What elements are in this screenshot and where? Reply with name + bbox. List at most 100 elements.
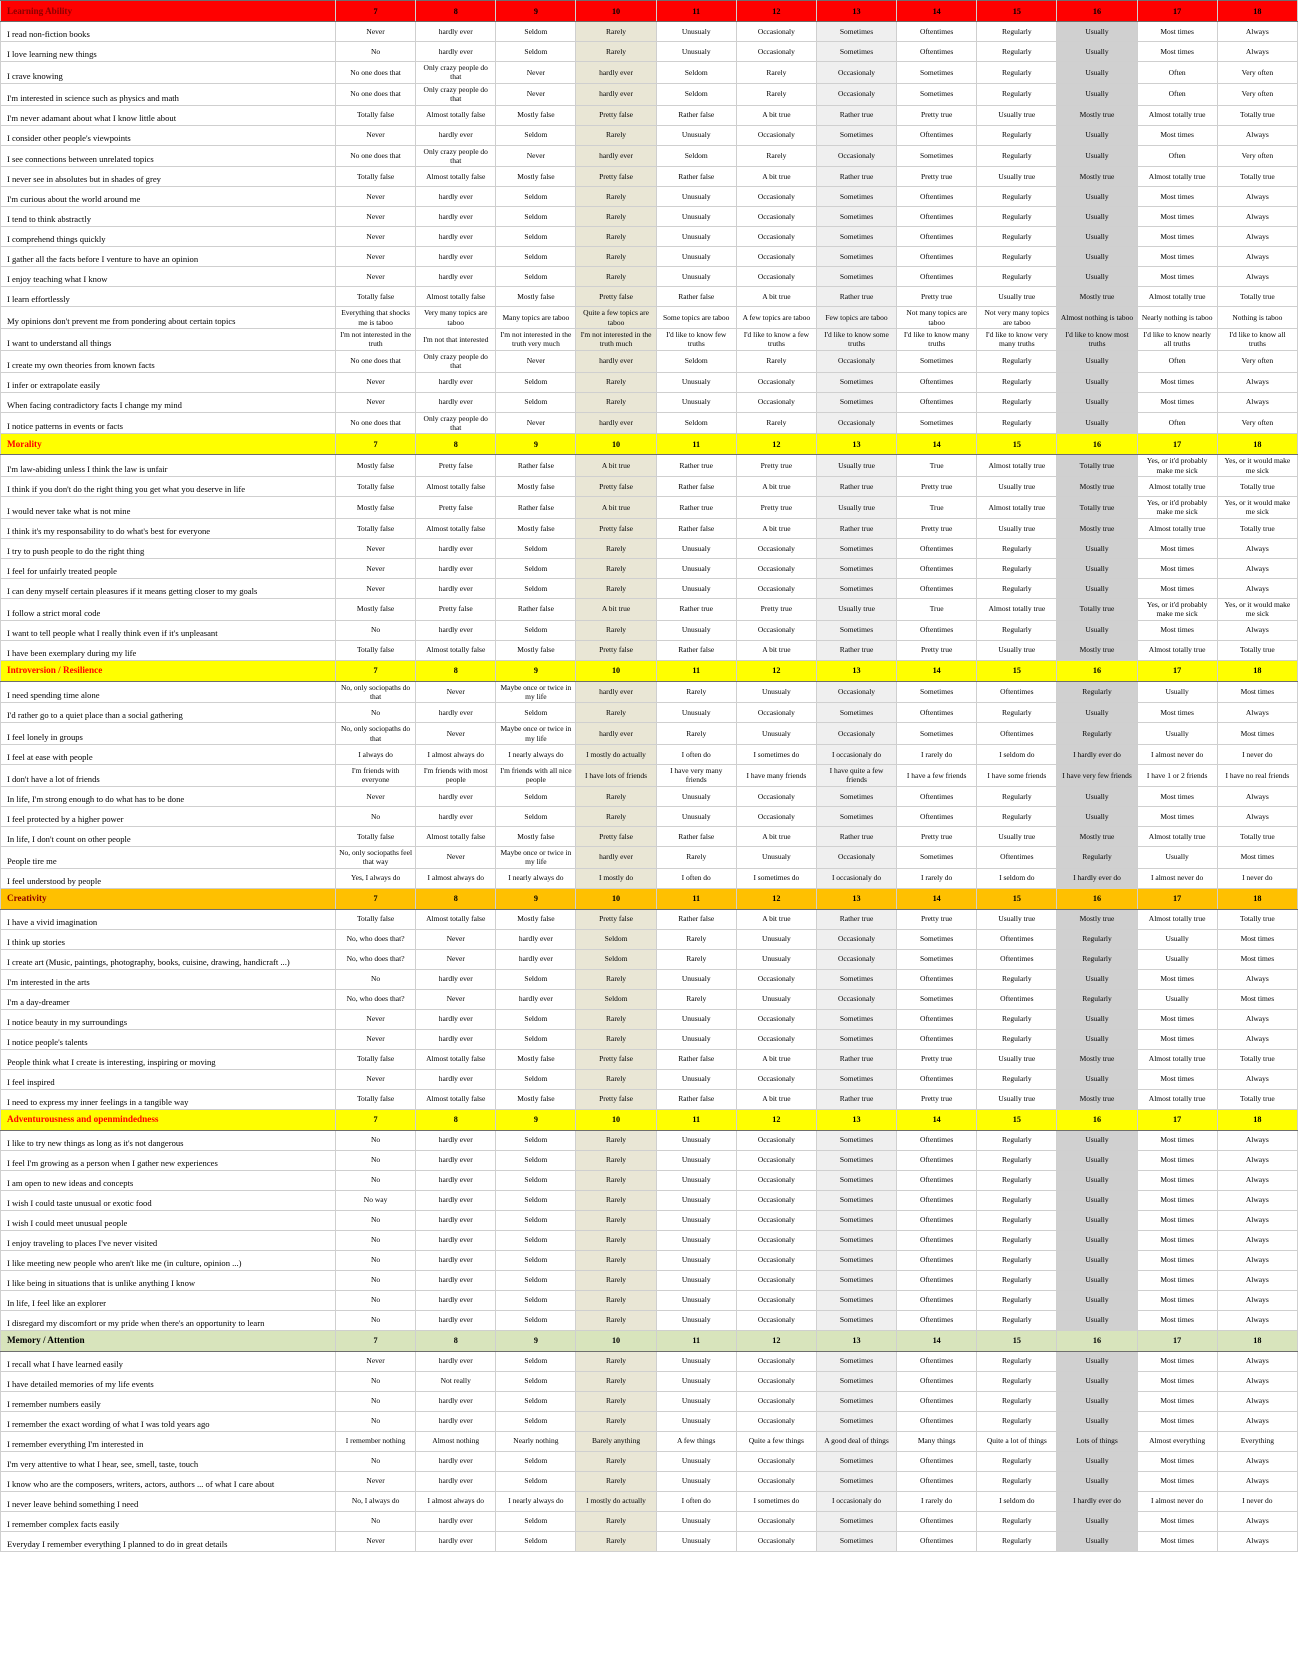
scale-value-cell: Almost totally true: [976, 454, 1058, 477]
column-header: 16: [1056, 887, 1138, 910]
column-header: 8: [415, 887, 497, 910]
scale-value-cell: Always: [1216, 1209, 1298, 1231]
scale-value-cell: Usually: [1136, 845, 1218, 869]
statement-label: I think if you don't do the right thing …: [0, 476, 336, 497]
scale-value-cell: Almost totally false: [415, 166, 497, 188]
scale-value-cell: Oftentimes: [896, 246, 978, 268]
scale-value-cell: I have some friends: [976, 764, 1058, 787]
statement-label: I feel protected by a higher power: [0, 805, 336, 827]
statement-label: I crave knowing: [0, 61, 336, 84]
statement-row: In life, I'm strong enough to do what ha…: [0, 785, 1298, 807]
scale-value-cell: No: [334, 1249, 417, 1271]
column-header: 16: [1056, 1329, 1138, 1352]
scale-value-cell: hardly ever: [575, 144, 657, 168]
scale-value-cell: Rarely: [575, 124, 657, 146]
statement-label: I like meeting new people who aren't lik…: [0, 1249, 336, 1271]
scale-value-cell: Oftentimes: [896, 124, 978, 146]
scale-value-cell: Usually true: [976, 476, 1058, 497]
statement-row: I like meeting new people who aren't lik…: [0, 1249, 1298, 1271]
column-header: 17: [1136, 887, 1218, 910]
column-header: 12: [735, 659, 817, 682]
column-header: 12: [735, 887, 817, 910]
statement-label: I want to understand all things: [0, 328, 336, 351]
scale-value-cell: Rarely: [735, 349, 817, 373]
column-header: 18: [1216, 0, 1298, 22]
scale-value-cell: Rather true: [655, 597, 737, 621]
statement-row: I crave knowing No one does that Only craz…: [0, 61, 1298, 84]
scale-value-cell: Most times: [1216, 680, 1298, 704]
scale-value-cell: Occasionaly: [735, 41, 817, 62]
scale-value-cell: Rather true: [815, 1088, 898, 1110]
scale-value-cell: Occasionaly: [735, 1410, 817, 1432]
scale-value-cell: Always: [1216, 1350, 1298, 1372]
scale-value-cell: I mostly do: [575, 867, 657, 889]
statement-row: I want to understand all things I'm not i…: [0, 328, 1298, 351]
scale-value-cell: Rarely: [575, 1309, 657, 1331]
scale-value-cell: Sometimes: [815, 1470, 898, 1492]
scale-value-cell: Mostly true: [1056, 825, 1138, 847]
scale-value-cell: Always: [1216, 21, 1298, 42]
column-header: 14: [896, 1108, 978, 1131]
scale-value-cell: Oftentimes: [976, 722, 1058, 745]
scale-value-cell: Rather false: [655, 1088, 737, 1110]
scale-value-cell: Unusualy: [655, 702, 737, 724]
scale-value-cell: Always: [1216, 1169, 1298, 1191]
scale-value-cell: Rather true: [815, 1048, 898, 1070]
scale-value-cell: Oftentimes: [896, 537, 978, 559]
scale-value-cell: Rarely: [575, 226, 657, 248]
scale-value-cell: Most times: [1136, 266, 1218, 288]
scale-value-cell: Sometimes: [815, 1229, 898, 1251]
scale-value-cell: Seldom: [655, 82, 737, 106]
statement-label: I think it's my responsability to do wha…: [0, 517, 336, 539]
statement-row: I think it's my responsability to do wha…: [0, 517, 1298, 539]
scale-value-cell: Never: [415, 680, 497, 704]
scale-value-cell: Rather false: [655, 517, 737, 539]
scale-value-cell: Rarely: [655, 988, 737, 1010]
scale-value-cell: Most times: [1136, 1229, 1218, 1251]
scale-value-cell: Usually: [1056, 21, 1138, 42]
scale-value-cell: Rarely: [575, 1068, 657, 1090]
scale-value-cell: Regularly: [976, 1309, 1058, 1331]
scale-value-cell: Never: [415, 928, 497, 950]
scale-value-cell: hardly ever: [415, 1028, 497, 1050]
scale-value-cell: Occasionaly: [735, 619, 817, 641]
statement-row: People tire me No, only sociopaths feel t…: [0, 845, 1298, 869]
scale-value-cell: hardly ever: [415, 1350, 497, 1372]
scale-value-cell: Regularly: [976, 391, 1058, 413]
column-header: 11: [655, 887, 737, 910]
scale-value-cell: Seldom: [495, 41, 577, 62]
scale-value-cell: Always: [1216, 1309, 1298, 1331]
statement-label: I wish I could meet unusual people: [0, 1209, 336, 1231]
scale-value-cell: Always: [1216, 557, 1298, 579]
scale-value-cell: Regularly: [976, 1410, 1058, 1432]
statement-label: I comprehend things quickly: [0, 226, 336, 248]
scale-value-cell: No: [334, 1390, 417, 1412]
scale-value-cell: Yes, or it would make me sick: [1216, 496, 1298, 519]
scale-value-cell: Always: [1216, 391, 1298, 413]
scale-value-cell: Oftentimes: [896, 1530, 978, 1552]
statement-label: I'm a day-dreamer: [0, 988, 336, 1010]
scale-value-cell: Usually: [1056, 226, 1138, 248]
scale-value-cell: I remember nothing: [334, 1430, 417, 1452]
scale-value-cell: A few things: [655, 1430, 737, 1452]
scale-value-cell: Oftentimes: [896, 1008, 978, 1030]
scale-value-cell: Pretty false: [575, 104, 657, 126]
scale-value-cell: Rather true: [815, 476, 898, 497]
scale-value-cell: Few topics are taboo: [815, 306, 898, 329]
statement-label: I follow a strict moral code: [0, 597, 336, 621]
scale-value-cell: hardly ever: [415, 577, 497, 599]
scale-value-cell: Regularly: [976, 1350, 1058, 1372]
scale-value-cell: Always: [1216, 785, 1298, 807]
scale-value-cell: hardly ever: [415, 1249, 497, 1271]
scale-value-cell: Rather false: [655, 908, 737, 930]
scale-value-cell: Not very many topics are taboo: [976, 306, 1058, 329]
statement-row: I have a vivid imagination Totally false A…: [0, 908, 1298, 930]
scale-value-cell: Oftentimes: [896, 1249, 978, 1271]
scale-value-cell: Most times: [1136, 1309, 1218, 1331]
scale-value-cell: Occasionaly: [735, 1129, 817, 1151]
scale-value-cell: Oftentimes: [976, 948, 1058, 970]
scale-value-cell: Most times: [1136, 371, 1218, 393]
scale-value-cell: Most times: [1136, 1269, 1218, 1291]
scale-value-cell: Most times: [1136, 1189, 1218, 1211]
scale-value-cell: Occasionaly: [735, 124, 817, 146]
